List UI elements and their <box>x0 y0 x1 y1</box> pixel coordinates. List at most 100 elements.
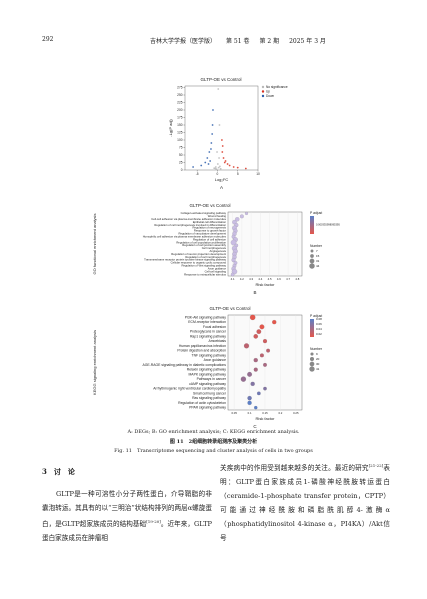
dot <box>240 376 247 382</box>
point <box>221 145 224 147</box>
point <box>218 165 221 168</box>
dot <box>262 339 268 344</box>
x-tick-label: 4.8 <box>295 277 299 281</box>
dot <box>243 343 250 349</box>
dot <box>250 381 255 386</box>
x-tick-label: 4.4 <box>258 277 262 281</box>
point <box>224 160 227 162</box>
size-legend-label: 9 <box>316 352 318 356</box>
category-label: Cell-cell signaling <box>205 269 227 273</box>
dot <box>272 320 277 325</box>
point <box>218 124 221 126</box>
category-label: Axon guidance <box>204 358 227 362</box>
volume: 第 51 卷 <box>226 38 250 45</box>
y-tick-label: 150 <box>177 123 183 127</box>
category-label: AGE-RAGE signaling pathway in diabetic c… <box>143 363 227 367</box>
dot <box>253 358 258 363</box>
category-label: Regulation of cell adhesion <box>193 237 226 241</box>
dot <box>259 353 264 358</box>
panel-title: GLTP-OE vs Control <box>190 203 231 208</box>
x-axis-label: Risk factor <box>256 416 276 421</box>
y-tick-label: 0 <box>181 168 183 172</box>
date: 2025 年 3 月 <box>289 38 326 45</box>
dot <box>257 391 261 396</box>
y-tick-label: 125 <box>177 130 183 134</box>
point <box>215 168 218 171</box>
point <box>226 163 229 165</box>
point <box>218 157 220 159</box>
y-axis-label: KEGG signaling enrichment analysis <box>92 330 97 395</box>
point <box>236 166 239 169</box>
size-legend-label: 30 <box>316 362 320 366</box>
category-label: Pathways in cancer <box>197 377 227 381</box>
text: 关疾病中的作用受到越来越多的关注。最近的研究 <box>220 464 369 473</box>
dot <box>231 257 236 263</box>
category-label: Arrhythmogenic right ventricular cardiom… <box>153 387 226 391</box>
point <box>192 166 195 168</box>
size-legend-dot <box>309 263 315 269</box>
category-label: Cell morphogenesis <box>202 246 227 250</box>
legend-swatch <box>261 90 265 93</box>
text: 。近年来，GLTP蛋白家族成员在肿瘤相 <box>42 520 212 543</box>
category-label: Collagen-activated signaling pathway <box>181 211 227 215</box>
x-tick-label: 0.25 <box>293 411 299 415</box>
dot <box>253 367 258 372</box>
point <box>221 151 224 153</box>
size-legend-dot <box>309 361 315 367</box>
dot <box>253 334 259 339</box>
plot-frame <box>227 211 303 277</box>
color-legend-label: 0.04 <box>316 327 322 331</box>
legend-label: Down <box>266 94 274 98</box>
size-legend-label: 15 <box>316 254 320 258</box>
size-legend-label: 7 <box>316 249 318 253</box>
panel-title: GLTP-OE vs Control <box>210 306 251 311</box>
category-label: Regulation of neurogenesis <box>193 226 227 230</box>
y-tick-label: 75 <box>179 145 183 149</box>
category-label: TNF signaling pathway <box>192 353 227 357</box>
category-label: Axon guidance <box>208 266 227 270</box>
point <box>211 124 214 126</box>
x-tick-label: 5 <box>237 172 239 176</box>
x-tick-label: 0.15 <box>262 411 268 415</box>
point <box>211 133 214 135</box>
dot <box>247 400 252 405</box>
point <box>223 161 226 164</box>
y-tick-label: 25 <box>179 160 183 164</box>
point <box>209 160 212 162</box>
color-bar <box>310 319 314 337</box>
point <box>200 164 203 167</box>
point <box>219 167 222 170</box>
category-label: Angiogenesis <box>209 249 226 253</box>
legend-swatch <box>261 94 265 98</box>
x-axis-label: Risk factor <box>256 282 276 287</box>
dot <box>256 329 262 334</box>
x-tick-label: 0.1 <box>248 411 252 415</box>
size-legend-label: 41 <box>316 367 320 371</box>
category-label: Human papillomavirus infection <box>179 344 226 348</box>
category-label: Rap1 signaling pathway <box>190 334 226 338</box>
point <box>232 166 235 168</box>
dot <box>249 314 256 321</box>
issue: 第 2 期 <box>259 38 280 45</box>
size-legend-dot <box>309 258 315 264</box>
color-legend-label: 0.08 <box>316 317 322 321</box>
point <box>207 163 210 165</box>
category-label: Focal adhesion <box>203 325 226 329</box>
category-label: PPAR signaling pathway <box>189 406 226 410</box>
x-tick-label: 0.2 <box>278 411 282 415</box>
category-label: Response to growth factor <box>194 229 226 233</box>
size-legend-label: 31 <box>316 259 320 263</box>
category-label: Epithelial cell differentiation <box>193 220 227 224</box>
x-tick-label: 4.5 <box>268 277 272 281</box>
y-tick-label: 100 <box>177 138 183 142</box>
point <box>206 157 209 159</box>
x-tick-label: -5 <box>196 172 199 176</box>
y-tick-label: 200 <box>177 108 183 112</box>
right-column: 关疾病中的作用受到越来越多的关注。最近的研究[21-22]表明：GLTP蛋白家族… <box>220 459 390 545</box>
dot <box>254 405 258 410</box>
dot <box>235 217 240 222</box>
dot <box>244 211 249 215</box>
point <box>222 157 225 159</box>
